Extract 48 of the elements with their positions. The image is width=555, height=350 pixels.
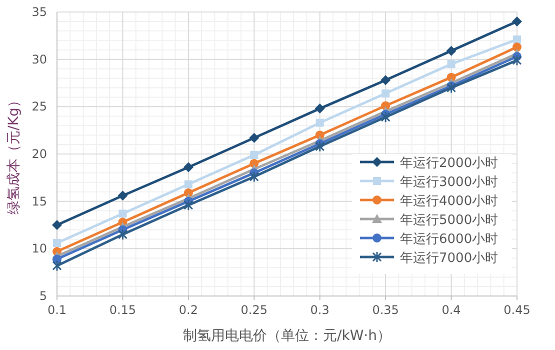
legend-label: 年运行3000小时	[400, 175, 498, 190]
y-tick-label: 15	[32, 194, 47, 208]
x-tick-label: 0.35	[372, 303, 399, 317]
point	[183, 162, 194, 172]
x-tick-label: 0.3	[310, 303, 330, 317]
point	[446, 82, 456, 94]
legend-label: 年运行4000小时	[400, 194, 498, 209]
x-tick-label: 0.1	[47, 303, 67, 317]
point	[512, 54, 522, 66]
y-tick-label: 30	[32, 52, 47, 66]
point	[249, 132, 260, 143]
point	[52, 220, 62, 230]
point	[380, 111, 390, 123]
point	[513, 35, 521, 44]
point	[118, 210, 127, 218]
point	[249, 170, 259, 182]
x-tick-label: 0.25	[240, 303, 268, 317]
y-tick-label: 10	[32, 242, 47, 256]
point	[382, 89, 390, 98]
point	[314, 104, 325, 114]
y-tick-label: 25	[32, 100, 47, 114]
point	[118, 190, 128, 201]
y-tick-label: 5	[39, 289, 47, 303]
point	[118, 228, 128, 240]
x-tick-label: 0.45	[504, 303, 530, 317]
point	[447, 60, 456, 68]
point	[446, 46, 456, 56]
point	[53, 238, 61, 247]
x-tick-label: 0.15	[109, 303, 136, 317]
point	[184, 180, 192, 188]
legend-label: 年运行7000小时	[400, 251, 498, 266]
point	[512, 42, 522, 52]
x-tick-label: 0.4	[442, 303, 461, 317]
point	[512, 16, 522, 26]
legend-label: 年运行6000小时	[400, 232, 498, 247]
x-axis-title: 制氢用电电价（单位：元/kW·h）	[183, 328, 391, 344]
x-tick-label: 0.2	[178, 303, 198, 317]
point	[184, 199, 194, 211]
legend-label: 年运行5000小时	[400, 213, 498, 228]
point	[380, 75, 391, 86]
point	[316, 118, 324, 127]
y-axis-title: 绿氢成本（元/Kg）	[6, 94, 22, 214]
y-tick-label: 35	[32, 5, 47, 19]
legend-label: 年运行2000小时	[400, 156, 498, 171]
point	[250, 150, 258, 159]
point	[52, 260, 62, 272]
y-tick-label: 20	[32, 147, 47, 161]
point	[315, 140, 325, 152]
